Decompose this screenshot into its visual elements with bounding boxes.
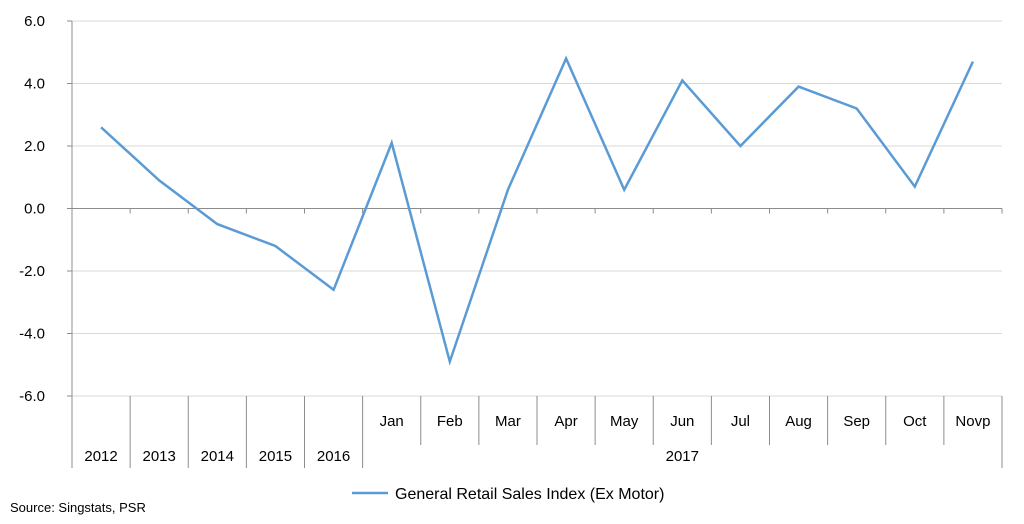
x-category-label: Jan: [380, 413, 404, 430]
y-axis-tick-labels: 6.0 4.0 2.0 0.0 -2.0 -4.0 -6.0: [19, 13, 45, 405]
y-tick-label: 4.0: [24, 76, 45, 93]
x-category-label: Novp: [955, 413, 990, 430]
y-tick-label: -6.0: [19, 388, 45, 405]
x-category-label: Jun: [670, 413, 694, 430]
x-group-label: 2013: [143, 448, 176, 465]
x-category-label: Sep: [843, 413, 870, 430]
x-category-label: Aug: [785, 413, 812, 430]
x-category-label: Oct: [903, 413, 927, 430]
legend: General Retail Sales Index (Ex Motor): [352, 486, 664, 503]
source-note: Source: Singstats, PSR: [10, 500, 146, 515]
x-group-label: 2014: [201, 448, 234, 465]
x-group-label: 2017: [666, 448, 699, 465]
x-group-label: 2015: [259, 448, 292, 465]
y-tick-label: 2.0: [24, 138, 45, 155]
y-tick-label: 0.0: [24, 201, 45, 218]
x-group-label: 2016: [317, 448, 350, 465]
x-group-label: 2012: [84, 448, 117, 465]
axes: [67, 20, 1003, 468]
series-line: [100, 55, 975, 366]
x-category-label: Mar: [495, 413, 521, 430]
x-category-label: Feb: [437, 413, 463, 430]
x-axis-category-labels: Jan Feb Mar Apr May Jun Jul Aug Sep Oct Novp 2012 20…: [84, 413, 990, 465]
x-category-label: May: [610, 413, 639, 430]
x-category-label: Apr: [554, 413, 577, 430]
y-tick-label: 6.0: [24, 13, 45, 30]
y-tick-label: -2.0: [19, 263, 45, 280]
x-category-label: Jul: [731, 413, 750, 430]
series-line-path: [100, 55, 975, 366]
legend-label: General Retail Sales Index (Ex Motor): [395, 486, 664, 503]
y-tick-label: -4.0: [19, 326, 45, 343]
